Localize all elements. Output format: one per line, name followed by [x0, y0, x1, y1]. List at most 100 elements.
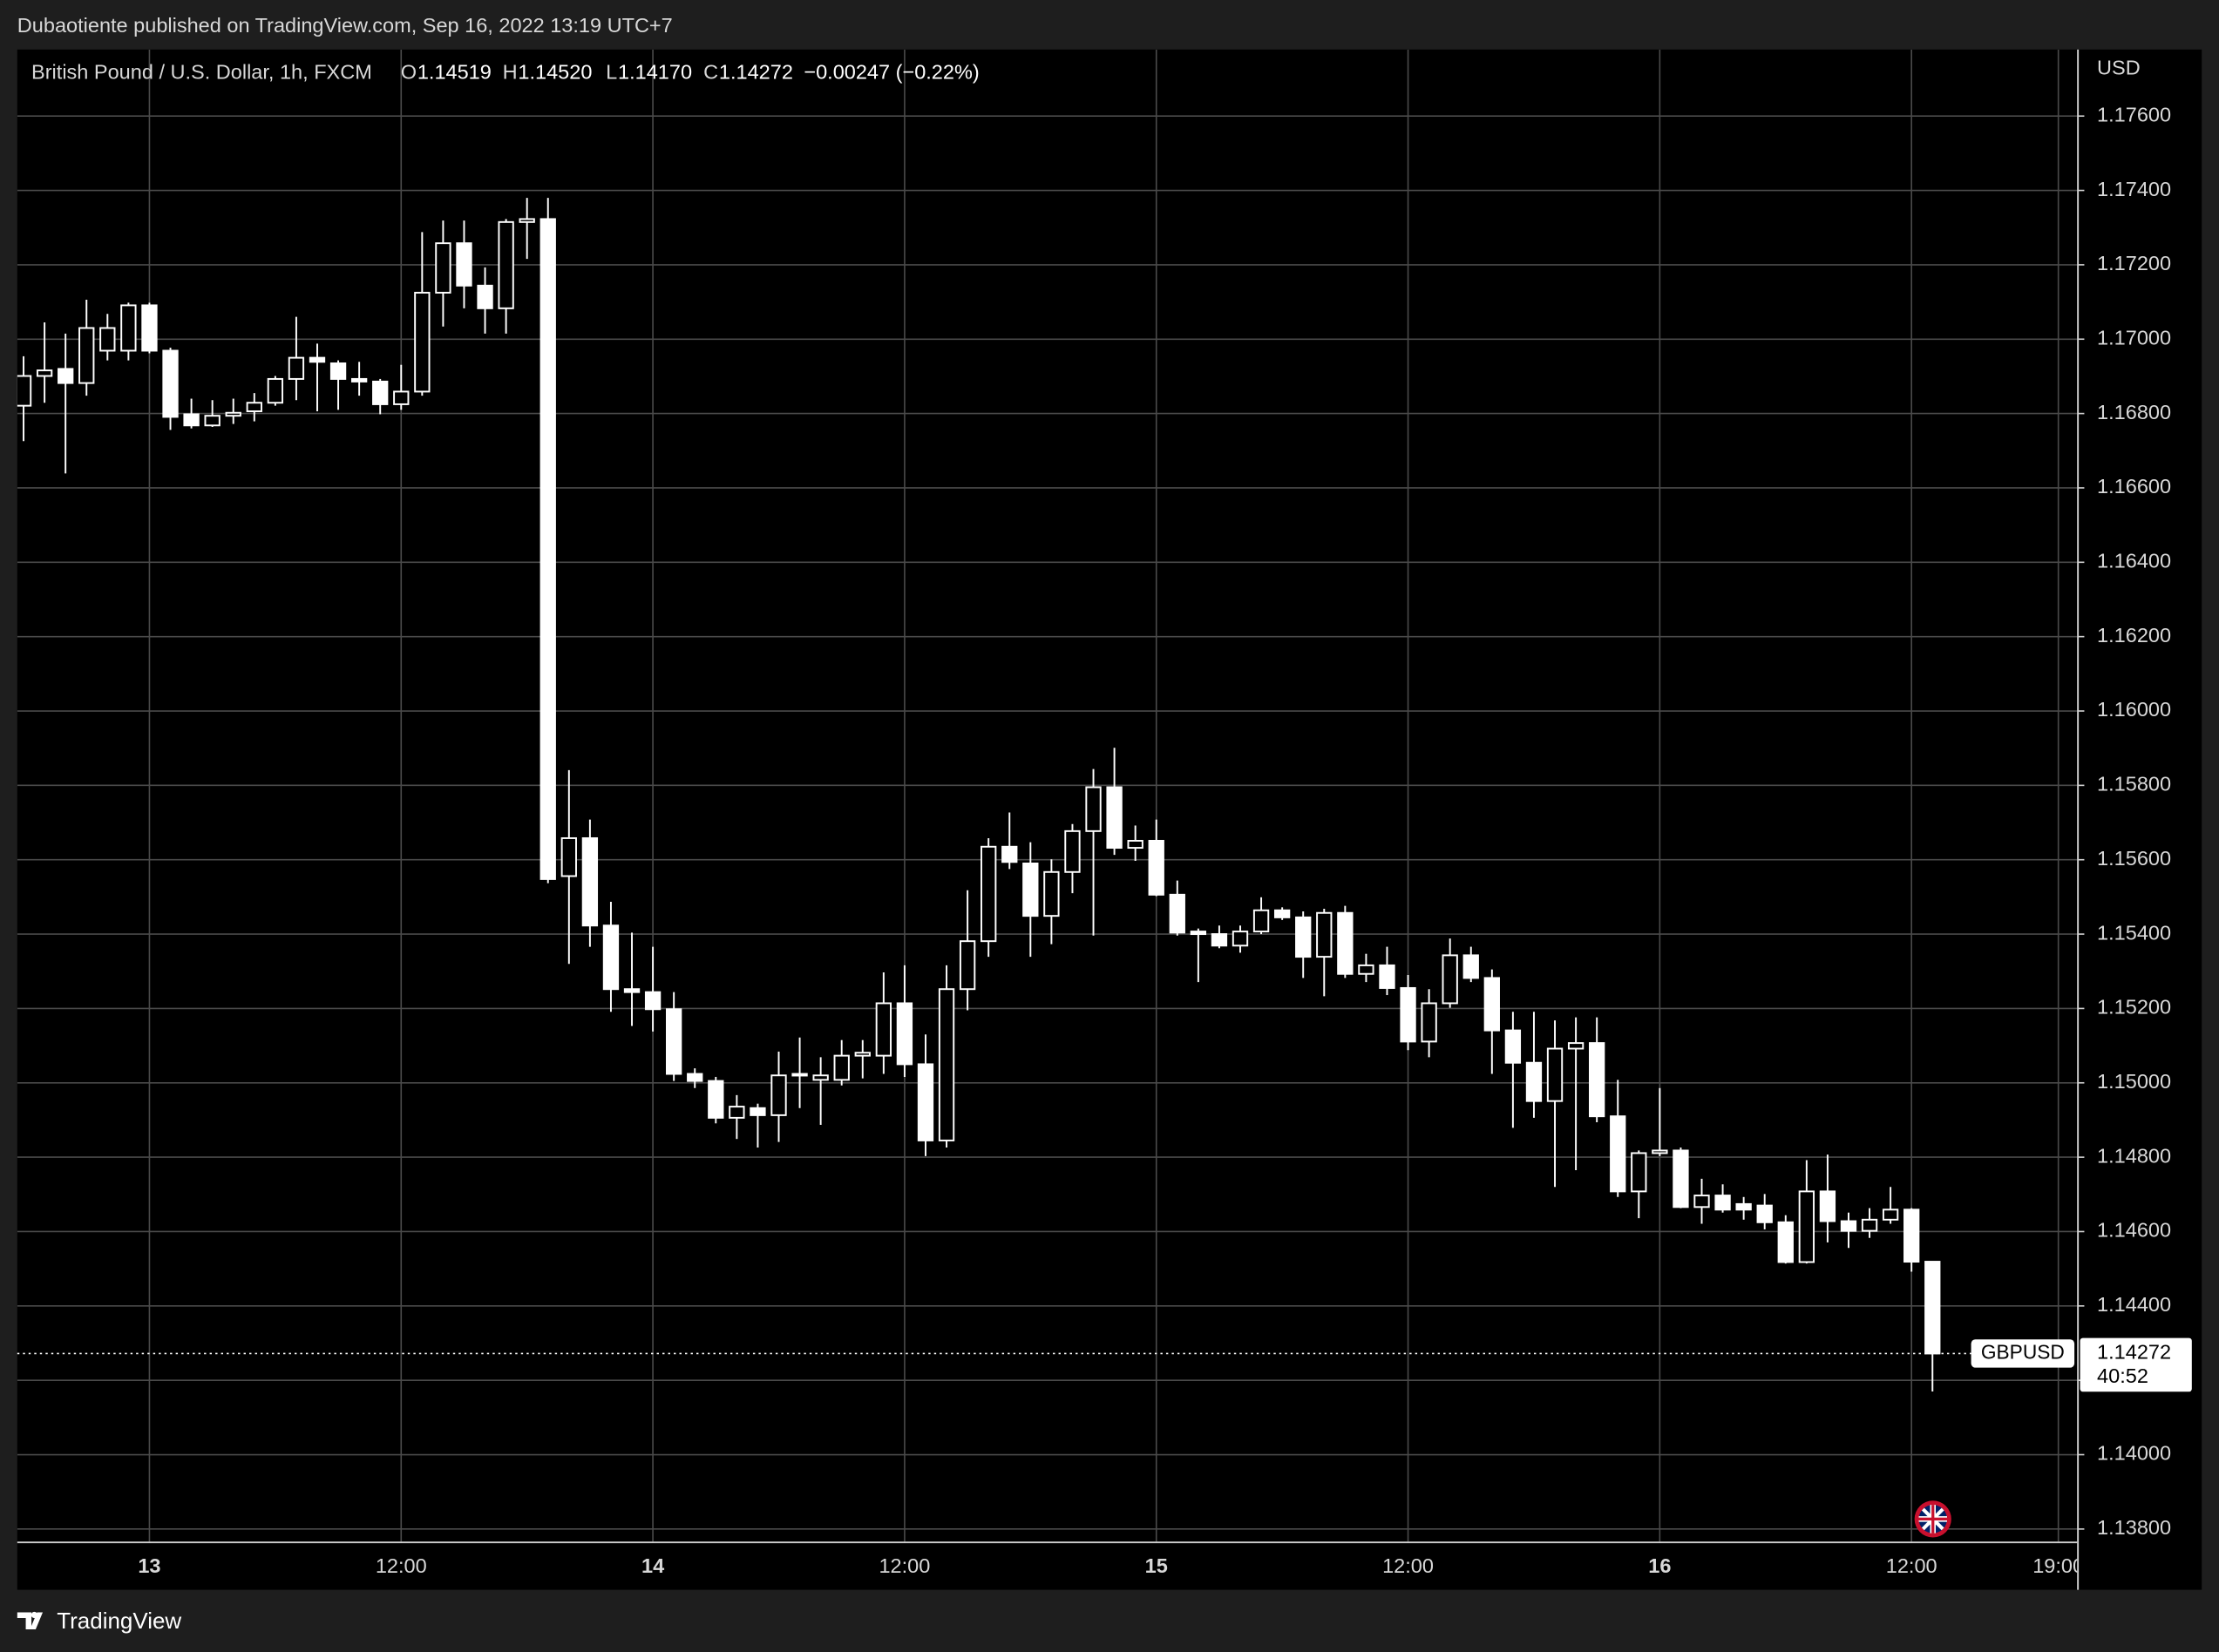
candle-body	[560, 836, 577, 877]
candle-body	[1085, 786, 1102, 832]
candle-body	[1882, 1209, 1899, 1221]
candle-body	[1022, 863, 1039, 917]
candle-body	[770, 1074, 787, 1116]
candle-body	[539, 218, 556, 880]
y-tick-label: 1.16800	[2097, 401, 2171, 423]
y-tick-label: 1.15000	[2097, 1070, 2171, 1093]
candle-body	[498, 220, 514, 309]
countdown-label: 40:52	[2097, 1364, 2148, 1387]
y-tick-label: 1.13800	[2097, 1516, 2171, 1539]
x-tick-label: 16	[1648, 1554, 1671, 1577]
y-tick-label: 1.17000	[2097, 326, 2171, 349]
candle-body	[1819, 1190, 1836, 1222]
candle-body	[1652, 1149, 1668, 1154]
candle-body	[602, 924, 620, 991]
last-price-label: 1.14272	[2097, 1341, 2171, 1364]
candle-body	[1525, 1061, 1543, 1102]
candle-body	[350, 377, 368, 383]
candle-body	[183, 413, 200, 427]
candle-body	[1631, 1152, 1647, 1193]
candle-body	[1001, 845, 1018, 863]
y-tick-label: 1.16200	[2097, 624, 2171, 647]
candle-body	[708, 1080, 724, 1119]
candle-body	[267, 377, 284, 404]
candle-body	[581, 836, 599, 927]
candle-body	[519, 218, 535, 223]
candle-body	[981, 845, 997, 943]
candle-body	[1861, 1218, 1878, 1232]
candle-body	[938, 988, 955, 1141]
candle-body	[58, 368, 74, 384]
candle-body	[791, 1073, 808, 1077]
symbol-title: British Pound / U.S. Dollar, 1h, FXCM	[31, 61, 372, 84]
candle-body	[372, 380, 389, 405]
y-tick-label: 1.15200	[2097, 996, 2171, 1019]
currency-label: USD	[2097, 57, 2141, 79]
candle-body	[162, 349, 179, 418]
y-tick-label: 1.14400	[2097, 1293, 2171, 1316]
candle-body	[1798, 1190, 1815, 1263]
y-tick-label: 1.16000	[2097, 698, 2171, 721]
price-tag-box	[2080, 1337, 2192, 1392]
candle-body	[120, 304, 137, 352]
candle-body	[1777, 1221, 1794, 1263]
candle-body	[225, 411, 241, 417]
brand-logo	[17, 1611, 44, 1630]
candle-body	[1546, 1047, 1564, 1102]
candle-body	[246, 402, 262, 413]
y-tick-label: 1.17400	[2097, 178, 2171, 200]
candle-body	[393, 390, 410, 405]
candle-body	[875, 1002, 892, 1057]
candle-body	[1421, 1002, 1437, 1043]
candle-body	[1148, 839, 1164, 896]
x-tick-label: 12:00	[1382, 1554, 1434, 1577]
y-tick-label: 1.17200	[2097, 252, 2171, 274]
candle-body	[854, 1052, 871, 1057]
candle-body	[1442, 954, 1458, 1005]
candle-body	[456, 242, 472, 287]
candle-body	[729, 1106, 745, 1119]
candle-body	[1903, 1209, 1920, 1263]
candle-body	[1840, 1220, 1857, 1232]
symbol-tag: GBPUSD	[1981, 1340, 2065, 1363]
legend-value: 1.14520	[518, 61, 592, 84]
candle-body	[1462, 954, 1479, 979]
y-tick-label: 1.16400	[2097, 550, 2171, 572]
candle-body	[1673, 1149, 1689, 1209]
candle-body	[750, 1107, 766, 1116]
candle-body	[1358, 964, 1374, 975]
candle-body	[288, 356, 305, 380]
candle-body	[1567, 1042, 1585, 1050]
uk-flag-icon	[1914, 1500, 1951, 1538]
x-tick-label: 12:00	[879, 1554, 930, 1577]
candle-body	[1316, 911, 1333, 958]
candle-body	[1295, 916, 1312, 958]
candle-body	[1924, 1261, 1941, 1355]
candle-body	[1504, 1029, 1522, 1064]
candle-body	[477, 284, 493, 309]
x-tick-label: 19:00	[2032, 1554, 2084, 1577]
candle-body	[1379, 964, 1395, 989]
x-tick-label: 15	[1145, 1554, 1168, 1577]
x-tick-label: 12:00	[376, 1554, 427, 1577]
candle-body	[435, 242, 451, 294]
candle-body	[1337, 911, 1354, 975]
candle-body	[1127, 839, 1143, 850]
candle-body	[1589, 1042, 1605, 1118]
legend-value: 1.14519	[417, 61, 492, 84]
candle-body	[687, 1073, 703, 1082]
candle-body	[1232, 931, 1249, 947]
candle-body	[1106, 786, 1123, 850]
candle-body	[666, 1008, 682, 1075]
x-tick-label: 12:00	[1886, 1554, 1937, 1577]
candle-body	[309, 356, 326, 363]
brand-name: TradingView	[57, 1608, 181, 1634]
symbol-tag-box	[1971, 1339, 2075, 1368]
y-tick-label: 1.14600	[2097, 1219, 2171, 1242]
y-tick-label: 1.16600	[2097, 475, 2171, 498]
candle-body	[1043, 870, 1060, 917]
legend-key: O	[401, 61, 417, 84]
candle-body	[78, 327, 95, 384]
